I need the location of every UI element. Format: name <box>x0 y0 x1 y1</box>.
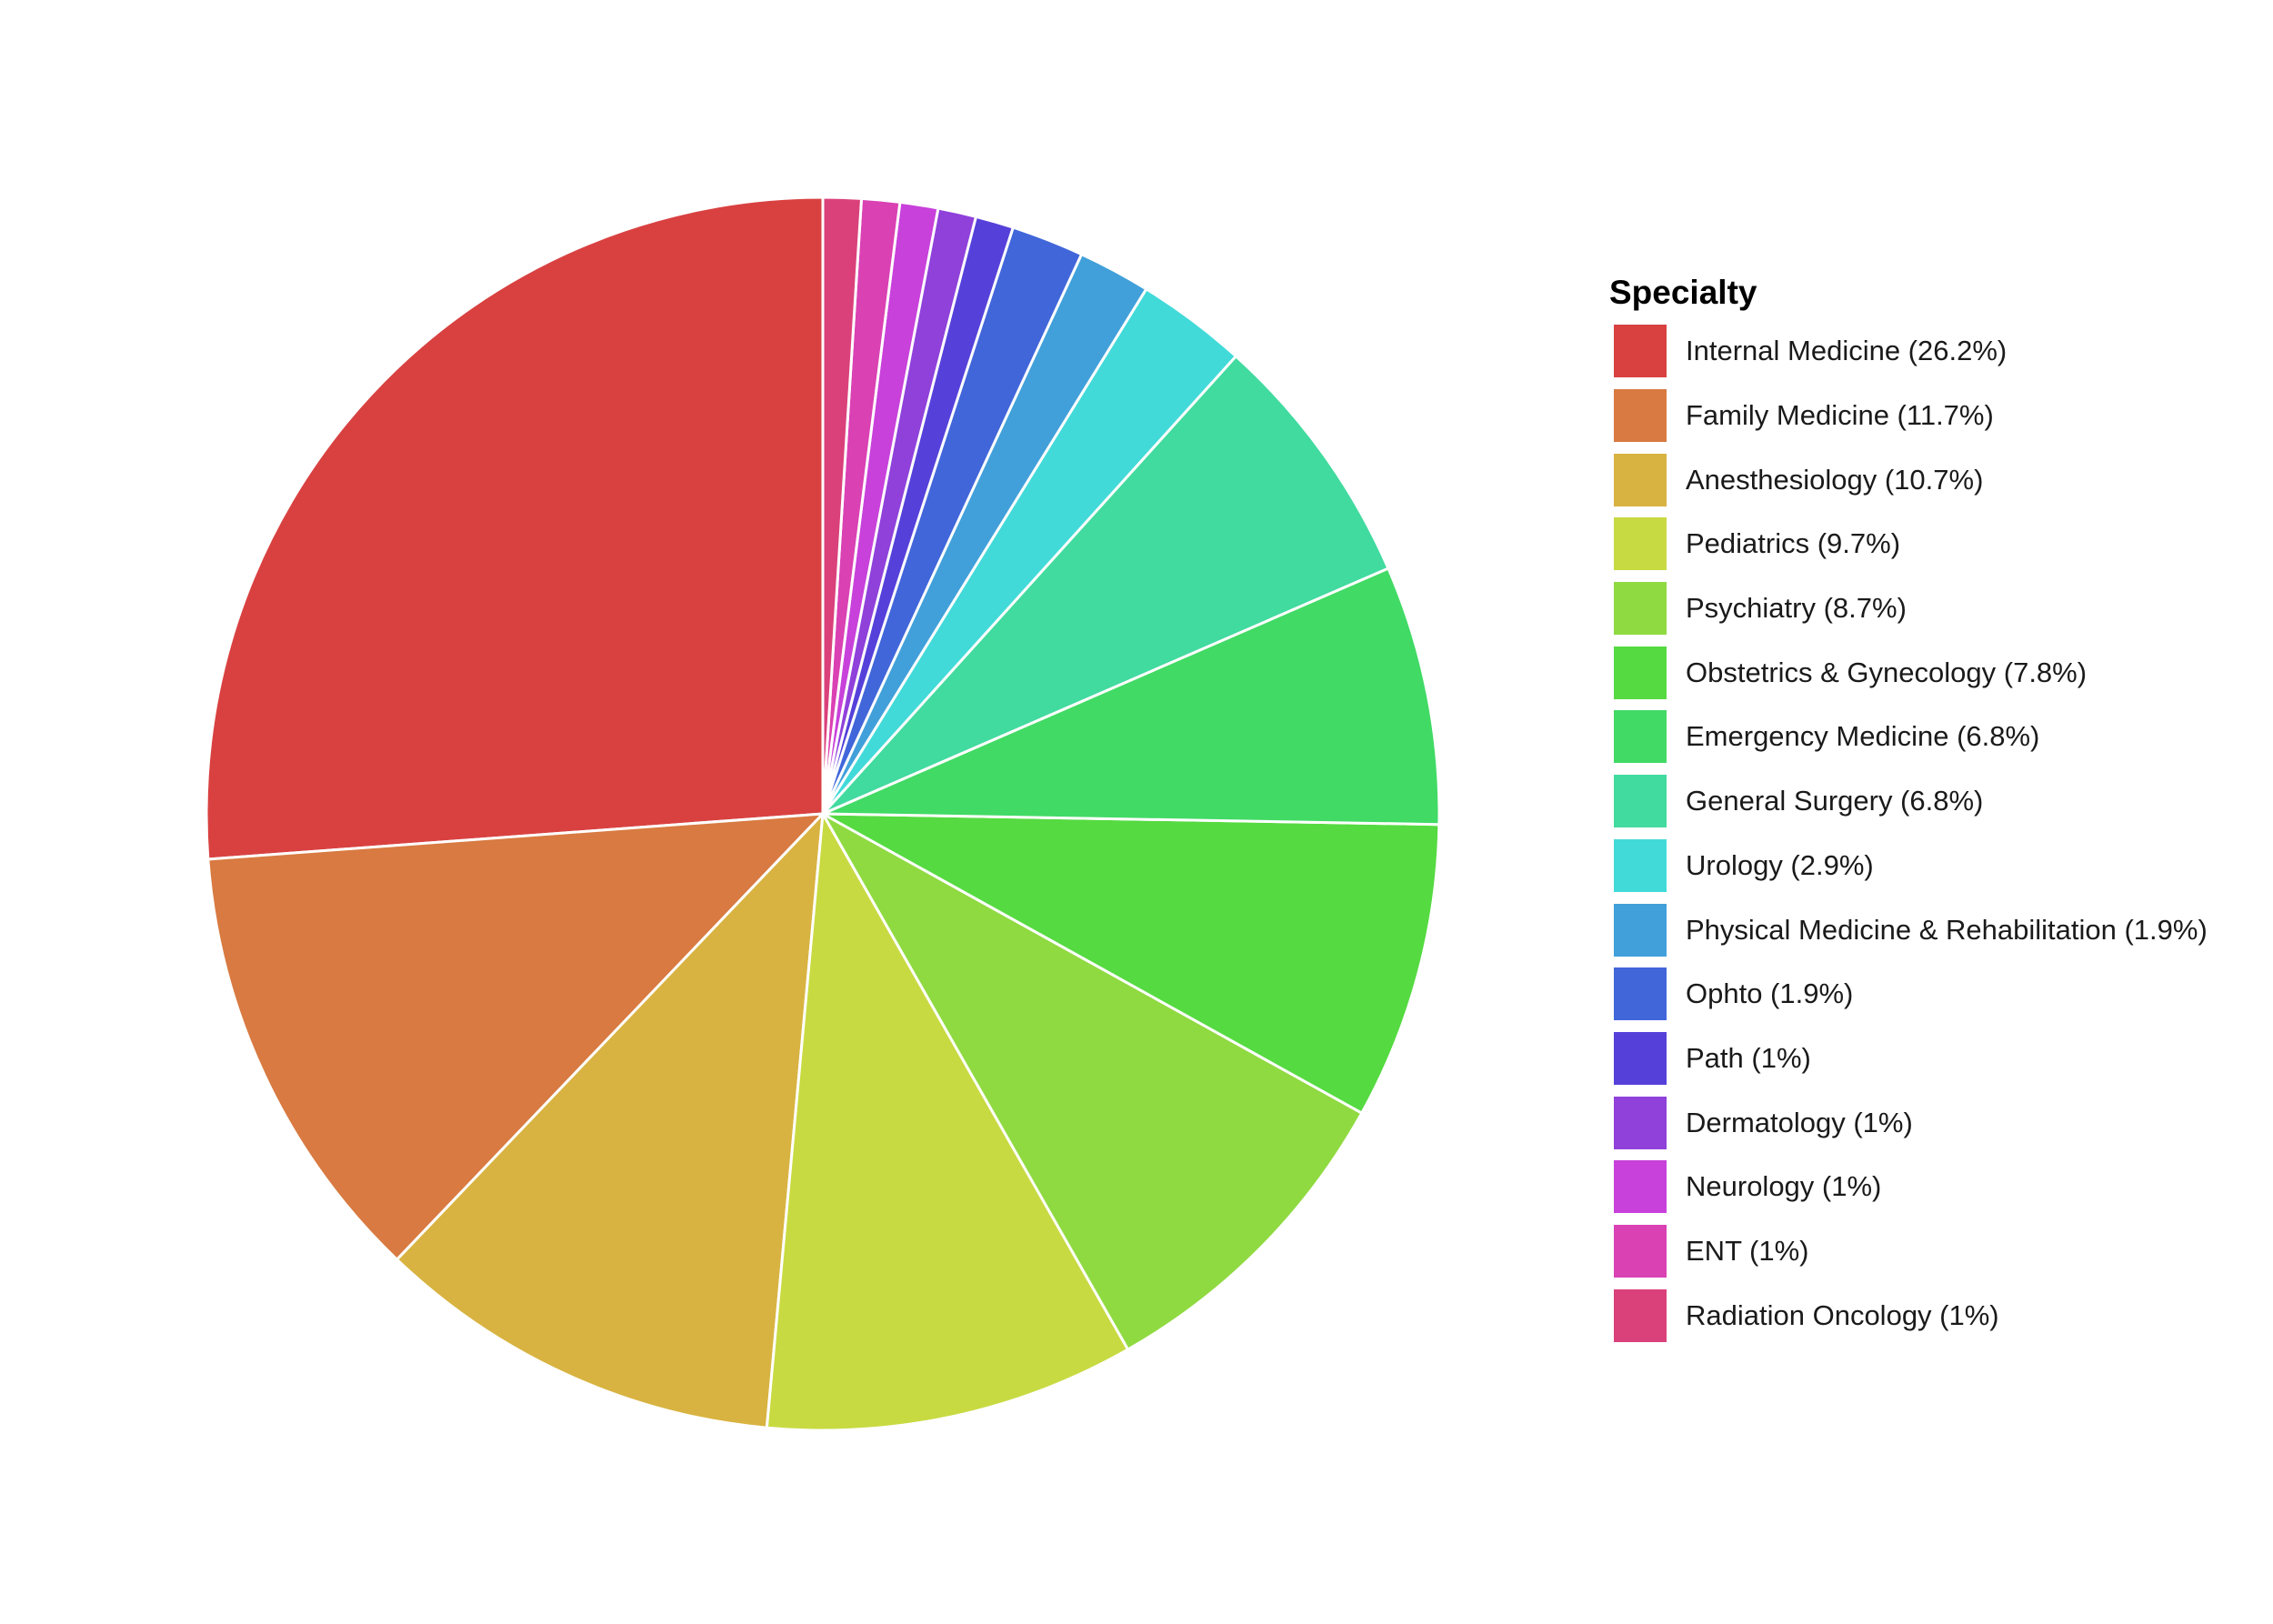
legend: Specialty Internal Medicine (26.2%) Famil… <box>1609 273 2208 1348</box>
legend-item-general-surgery: General Surgery (6.8%) <box>1609 769 2208 834</box>
pie-slice-psychiatry <box>821 812 1364 1351</box>
legend-item-obstetrics-and-gynecology: Obstetrics & Gynecology (7.8%) <box>1609 640 2208 705</box>
legend-label: Dermatology (1%) <box>1686 1106 1913 1138</box>
pie-slice-anesthesiology <box>396 812 825 1429</box>
legend-swatch <box>1611 386 1669 446</box>
legend-item-neurology: Neurology (1%) <box>1609 1155 2208 1219</box>
legend-items: Internal Medicine (26.2%) Family Medicine… <box>1609 319 2208 1348</box>
pie-slice-general-surgery <box>821 355 1390 816</box>
legend-item-dermatology: Dermatology (1%) <box>1609 1090 2208 1155</box>
legend-title: Specialty <box>1609 274 1757 311</box>
pie-slice-radiation-oncology <box>821 195 864 816</box>
legend-swatch <box>1611 1221 1669 1280</box>
legend-label: Family Medicine (11.7%) <box>1686 399 1994 432</box>
legend-label: General Surgery (6.8%) <box>1686 785 1984 817</box>
pie-slices <box>205 195 1441 1432</box>
legend-label: Internal Medicine (26.2%) <box>1686 335 2008 367</box>
legend-swatch <box>1611 1158 1669 1217</box>
legend-item-internal-medicine: Internal Medicine (26.2%) <box>1609 319 2208 384</box>
legend-swatch <box>1611 643 1669 702</box>
pie-slice-obstetrics-and-gynecology <box>821 812 1441 1115</box>
legend-label: Psychiatry (8.7%) <box>1686 592 1907 625</box>
pie-slice-internal-medicine <box>205 195 825 861</box>
legend-swatch <box>1611 965 1669 1024</box>
pie-slice-pediatrics <box>765 812 1130 1432</box>
legend-label: Neurology (1%) <box>1686 1170 1882 1203</box>
legend-label: Physical Medicine & Rehabilitation (1.9%… <box>1686 913 2208 946</box>
legend-label: Ophto (1.9%) <box>1686 977 1854 1010</box>
legend-swatch <box>1611 450 1669 509</box>
legend-label: Urology (2.9%) <box>1686 848 1874 881</box>
legend-swatch <box>1611 322 1669 381</box>
legend-item-emergency-medicine: Emergency Medicine (6.8%) <box>1609 705 2208 769</box>
pie-slice-emergency-medicine <box>821 566 1441 827</box>
legend-item-anesthesiology: Anesthesiology (10.7%) <box>1609 447 2208 512</box>
legend-swatch <box>1611 900 1669 959</box>
legend-swatch <box>1611 515 1669 574</box>
legend-swatch <box>1611 1028 1669 1088</box>
legend-item-pediatrics: Pediatrics (9.7%) <box>1609 512 2208 576</box>
legend-item-ophto: Ophto (1.9%) <box>1609 962 2208 1027</box>
legend-label: Anesthesiology (10.7%) <box>1686 463 1984 496</box>
legend-label: ENT (1%) <box>1686 1234 1809 1267</box>
legend-label: Radiation Oncology (1%) <box>1686 1298 1999 1331</box>
legend-label: Obstetrics & Gynecology (7.8%) <box>1686 656 2088 688</box>
legend-swatch <box>1611 1093 1669 1152</box>
legend-item-urology: Urology (2.9%) <box>1609 834 2208 898</box>
legend-item-family-medicine: Family Medicine (11.7%) <box>1609 384 2208 448</box>
legend-label: Path (1%) <box>1686 1041 1811 1074</box>
legend-item-physical-medicine-and-rehabilitation: Physical Medicine & Rehabilitation (1.9%… <box>1609 897 2208 962</box>
legend-item-psychiatry: Psychiatry (8.7%) <box>1609 576 2208 641</box>
legend-swatch <box>1611 1286 1669 1345</box>
legend-label: Pediatrics (9.7%) <box>1686 527 1901 560</box>
legend-swatch <box>1611 579 1669 638</box>
legend-label: Emergency Medicine (6.8%) <box>1686 720 2040 753</box>
legend-item-ent: ENT (1%) <box>1609 1219 2208 1284</box>
legend-item-path: Path (1%) <box>1609 1027 2208 1091</box>
legend-item-radiation-oncology: Radiation Oncology (1%) <box>1609 1283 2208 1348</box>
legend-swatch <box>1611 772 1669 831</box>
legend-swatch <box>1611 707 1669 767</box>
pie-slice-family-medicine <box>206 812 825 1261</box>
legend-swatch <box>1611 836 1669 895</box>
